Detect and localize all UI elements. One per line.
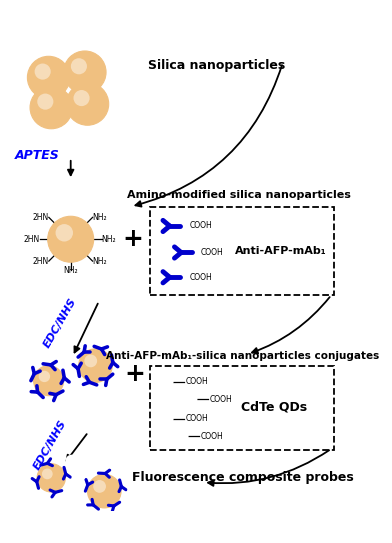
Circle shape — [34, 64, 51, 80]
Circle shape — [30, 86, 73, 129]
Circle shape — [67, 490, 76, 500]
Circle shape — [33, 450, 43, 460]
Text: Fluorescence composite probes: Fluorescence composite probes — [132, 471, 354, 484]
Circle shape — [109, 458, 118, 468]
Text: COOH: COOH — [201, 432, 223, 441]
Circle shape — [91, 514, 100, 523]
Circle shape — [175, 430, 187, 443]
Bar — [150, 365, 334, 450]
Circle shape — [66, 83, 109, 125]
Text: Anti-AFP-mAb₁: Anti-AFP-mAb₁ — [235, 246, 327, 256]
Circle shape — [109, 514, 118, 523]
Text: NH₂: NH₂ — [64, 266, 78, 275]
Circle shape — [91, 458, 100, 468]
Circle shape — [51, 447, 61, 457]
Circle shape — [73, 90, 90, 106]
Text: COOH: COOH — [185, 414, 208, 423]
Text: COOH: COOH — [189, 273, 212, 282]
Circle shape — [160, 413, 172, 425]
Circle shape — [129, 487, 138, 496]
Text: Amino-modified silica nanoparticles: Amino-modified silica nanoparticles — [127, 190, 350, 200]
Circle shape — [184, 393, 196, 406]
Text: COOH: COOH — [201, 248, 223, 257]
Text: COOH: COOH — [185, 377, 208, 386]
Circle shape — [71, 58, 87, 74]
Circle shape — [48, 216, 94, 262]
Text: NH₂: NH₂ — [102, 235, 116, 244]
Circle shape — [51, 499, 61, 509]
Text: COOH: COOH — [209, 395, 232, 403]
Text: 2HN: 2HN — [33, 257, 49, 266]
Circle shape — [87, 475, 121, 508]
Circle shape — [22, 464, 31, 473]
Text: NH₂: NH₂ — [93, 213, 107, 222]
Circle shape — [64, 51, 106, 93]
Text: Anti-AFP-mAb₁-silica nanoparticles conjugates: Anti-AFP-mAb₁-silica nanoparticles conju… — [106, 351, 380, 361]
Text: EDC/NHS: EDC/NHS — [32, 419, 69, 472]
Text: NH₂: NH₂ — [93, 257, 107, 266]
Circle shape — [22, 482, 31, 492]
Text: COOH: COOH — [189, 222, 212, 230]
Circle shape — [160, 375, 172, 388]
Circle shape — [76, 469, 85, 479]
Text: APTES: APTES — [15, 149, 60, 162]
Text: CdTe QDs: CdTe QDs — [241, 401, 307, 414]
Circle shape — [70, 487, 80, 496]
Text: 2HN: 2HN — [33, 213, 49, 222]
Circle shape — [76, 503, 85, 513]
Circle shape — [27, 56, 70, 99]
Text: +: + — [122, 227, 143, 251]
Circle shape — [123, 503, 133, 513]
Text: EDC/NHS: EDC/NHS — [42, 296, 78, 350]
Circle shape — [79, 349, 112, 382]
Circle shape — [42, 469, 53, 479]
Text: Silica nanoparticles: Silica nanoparticles — [148, 59, 285, 72]
Text: +: + — [124, 363, 145, 387]
Text: 2HN: 2HN — [24, 235, 40, 244]
Circle shape — [37, 464, 65, 492]
Bar — [150, 206, 334, 295]
Circle shape — [37, 93, 53, 110]
Circle shape — [93, 480, 106, 493]
Circle shape — [34, 365, 64, 396]
Circle shape — [56, 224, 73, 242]
Circle shape — [67, 456, 76, 466]
Circle shape — [73, 473, 83, 483]
Circle shape — [39, 371, 50, 382]
Circle shape — [84, 355, 97, 367]
Circle shape — [33, 496, 43, 506]
Circle shape — [123, 469, 133, 479]
